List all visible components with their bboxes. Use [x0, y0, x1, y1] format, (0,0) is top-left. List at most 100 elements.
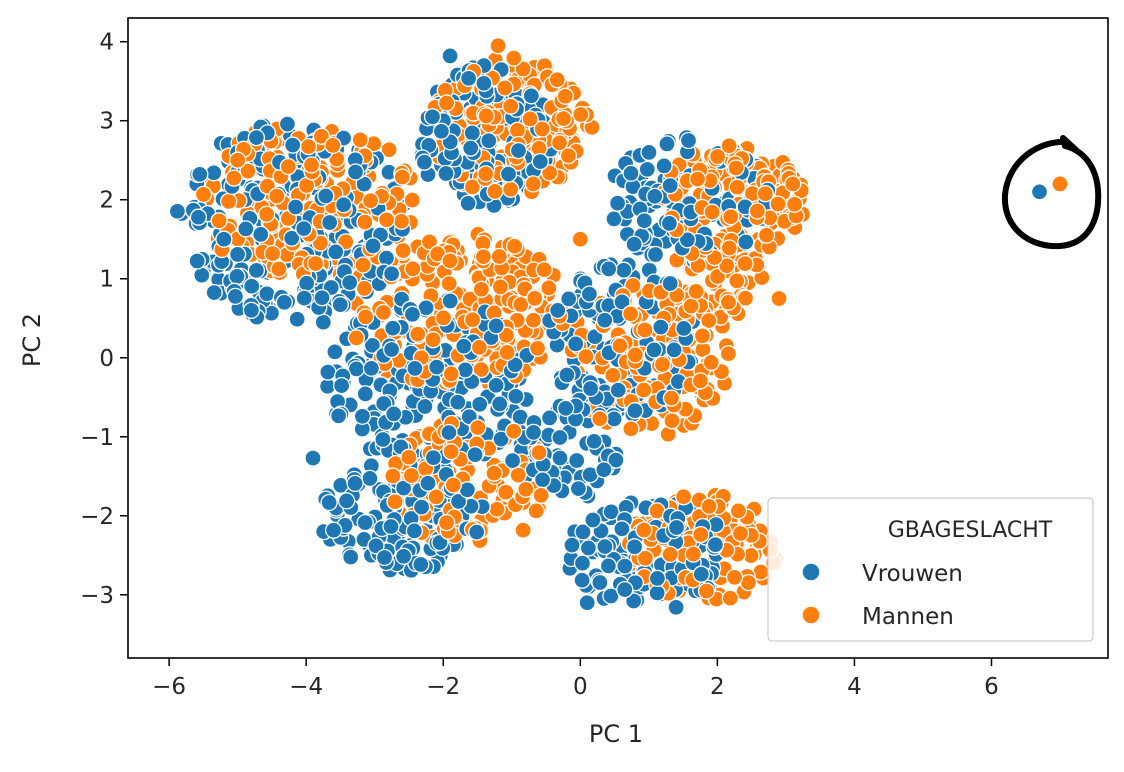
scatter-point-vrouwen	[188, 252, 206, 270]
scatter-point-vrouwen	[580, 285, 599, 303]
scatter-point-mannen	[577, 347, 595, 366]
scatter-point-mannen	[572, 105, 590, 124]
scatter-point-mannen	[556, 87, 574, 105]
scatter-point-vrouwen	[568, 451, 586, 470]
scatter-point-mannen	[571, 230, 589, 248]
scatter-point-mannen	[434, 309, 453, 327]
scatter-point-vrouwen	[569, 479, 588, 498]
scatter-point-mannen	[268, 187, 286, 205]
scatter-point-vrouwen	[331, 296, 349, 314]
scatter-point-vrouwen	[313, 289, 331, 307]
scatter-point-vrouwen	[613, 520, 631, 538]
legend: GBAGESLACHT Vrouwen Mannen	[767, 497, 1094, 642]
scatter-point-mannen	[424, 331, 442, 349]
scatter-point-mannen	[306, 254, 325, 273]
scatter-point-vrouwen	[675, 319, 693, 338]
scatter-point-vrouwen	[423, 108, 442, 126]
scatter-point-vrouwen	[661, 274, 679, 293]
scatter-point-vrouwen	[326, 343, 344, 361]
scatter-point-mannen	[725, 568, 744, 586]
scatter-point-vrouwen	[356, 513, 374, 532]
scatter-point-mannen	[514, 60, 532, 78]
scatter-point-vrouwen	[480, 132, 498, 150]
scatter-point-mannen	[757, 226, 776, 244]
scatter-point-vrouwen	[531, 152, 549, 171]
scatter-point-mannen	[554, 109, 573, 128]
scatter-point-vrouwen	[607, 451, 625, 469]
scatter-point-vrouwen	[635, 212, 653, 230]
scatter-point-vrouwen	[215, 230, 233, 248]
scatter-point-vrouwen	[317, 187, 335, 205]
scatter-point-vrouwen	[226, 287, 245, 306]
legend-marker-vrouwen	[801, 562, 821, 582]
scatter-point-mannen	[400, 448, 418, 466]
scatter-point-mannen	[748, 202, 766, 220]
scatter-point-mannen	[604, 366, 622, 384]
scatter-point-vrouwen	[463, 124, 481, 142]
scatter-point-vrouwen	[462, 139, 480, 157]
scatter-point-mannen	[721, 589, 739, 607]
scatter-point-vrouwen	[616, 557, 634, 575]
scatter-point-mannen	[684, 545, 702, 563]
scatter-point-vrouwen	[499, 165, 518, 183]
scatter-point-mannen	[635, 381, 653, 399]
scatter-point-mannen	[526, 289, 544, 307]
scatter-point-vrouwen	[645, 341, 663, 359]
scatter-point-mannen	[498, 343, 516, 362]
scatter-point-mannen	[324, 136, 342, 155]
scatter-point-vrouwen	[491, 395, 509, 413]
scatter-point-vrouwen	[524, 423, 543, 442]
scatter-point-vrouwen	[295, 219, 313, 238]
scatter-point-vrouwen	[455, 337, 473, 355]
y-tick-label: −3	[80, 583, 114, 609]
scatter-point-vrouwen	[655, 157, 673, 175]
scatter-point-mannen	[239, 162, 257, 180]
scatter-point-vrouwen	[625, 592, 643, 610]
scatter-point-vrouwen	[286, 198, 305, 216]
scatter-point-vrouwen	[298, 274, 316, 292]
scatter-point-vrouwen	[658, 135, 676, 153]
scatter-point-vrouwen	[449, 492, 468, 511]
scatter-point-mannen	[380, 141, 398, 159]
scatter-point-mannen	[502, 180, 520, 198]
scatter-point-mannen	[550, 134, 569, 152]
scatter-point-mannen	[437, 94, 456, 112]
scatter-point-mannen	[521, 110, 539, 128]
scatter-point-vrouwen	[585, 432, 603, 450]
scatter-point-mannen	[540, 279, 558, 297]
scatter-point-vrouwen	[596, 311, 614, 329]
scatter-point-vrouwen	[247, 261, 266, 280]
scatter-point-mannen	[756, 185, 774, 203]
scatter-point-vrouwen	[468, 523, 486, 541]
scatter-point-vrouwen	[646, 187, 664, 205]
scatter-point-vrouwen	[507, 387, 525, 405]
scatter-point-mannen	[489, 37, 507, 55]
scatter-point-vrouwen	[382, 265, 401, 283]
scatter-point-vrouwen	[242, 301, 261, 319]
scatter-point-mannen	[402, 466, 421, 485]
scatter-point-mannen	[351, 131, 369, 149]
scatter-point-mannen	[691, 372, 710, 390]
scatter-point-mannen	[470, 338, 489, 357]
y-tick-label: 2	[99, 188, 114, 214]
scatter-point-vrouwen	[600, 260, 618, 278]
scatter-point-vrouwen	[591, 573, 609, 592]
scatter-point-mannen	[463, 311, 482, 329]
scatter-point-mannen	[491, 278, 510, 296]
scatter-point-vrouwen	[503, 451, 522, 470]
scatter-point-mannen	[354, 256, 372, 274]
scatter-point-mannen	[505, 49, 523, 67]
scatter-point-vrouwen	[646, 245, 665, 264]
scatter-point-vrouwen	[459, 194, 477, 212]
scatter-point-vrouwen	[168, 202, 187, 220]
scatter-point-mannen	[527, 502, 545, 520]
scatter-point-mannen	[728, 272, 746, 290]
scatter-point-vrouwen	[382, 517, 400, 536]
scatter-point-vrouwen	[533, 471, 552, 489]
scatter-point-mannen	[653, 355, 672, 374]
scatter-point-mannen	[441, 252, 459, 270]
scatter-point-mannen	[728, 178, 746, 196]
scatter-point-mannen	[688, 170, 707, 188]
scatter-point-vrouwen	[660, 214, 679, 233]
